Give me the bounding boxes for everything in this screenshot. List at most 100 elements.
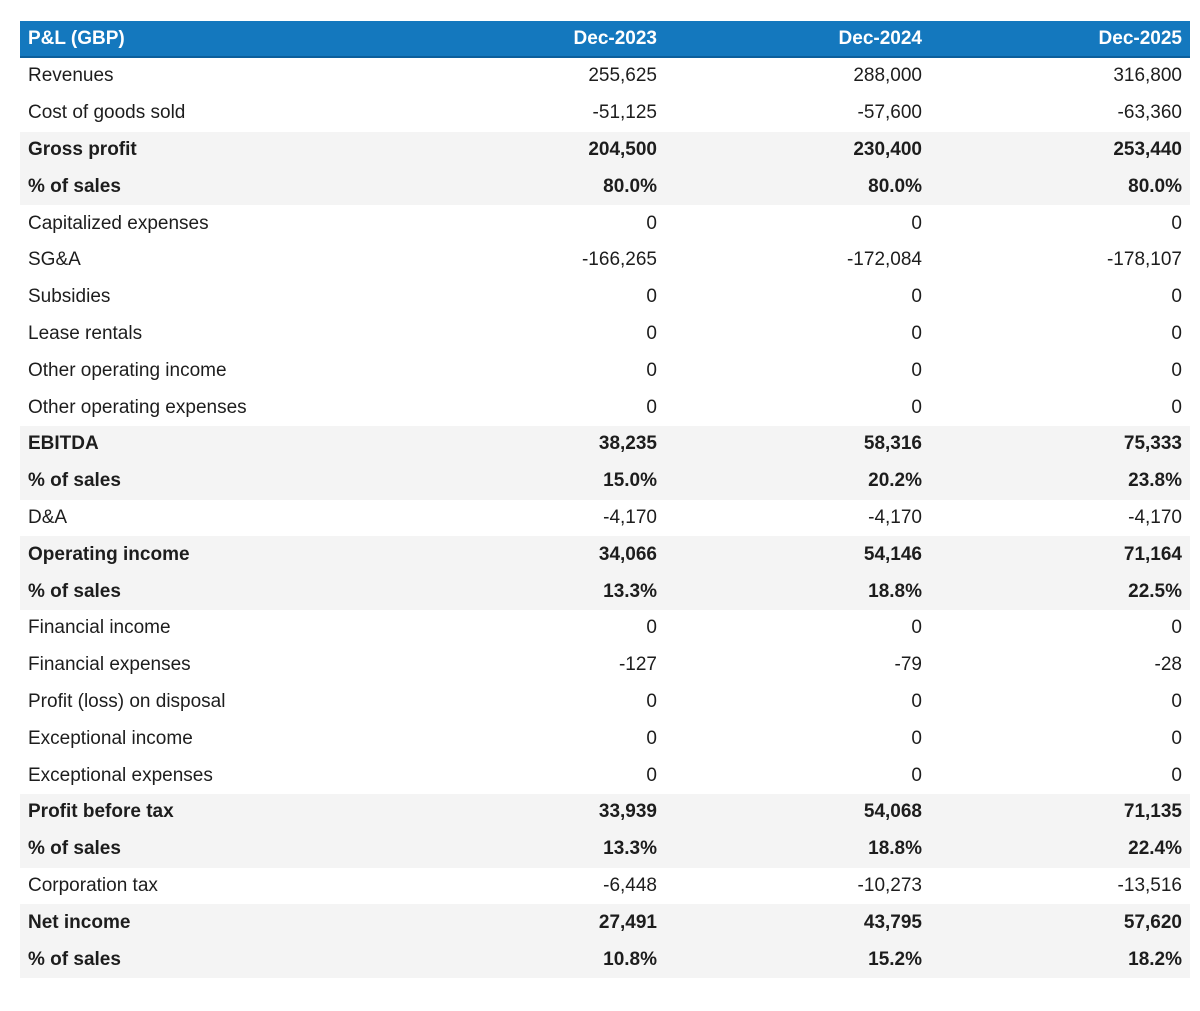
header-title-cell: P&L (GBP) <box>20 21 400 58</box>
row-label: Financial income <box>28 617 171 639</box>
row-value: 20.2% <box>868 470 922 492</box>
row-value: 253,440 <box>1113 138 1182 160</box>
row-value: 43,795 <box>863 911 922 933</box>
table-row: % of sales 13.3% 18.8% 22.4% <box>20 830 1190 868</box>
row-value: 0 <box>911 764 922 786</box>
table-row: Revenues 255,625 288,000 316,800 <box>20 57 1190 95</box>
row-value: 0 <box>911 727 922 749</box>
row-value: 38,235 <box>598 433 657 455</box>
table-row: Other operating income 0 0 0 <box>20 352 1190 389</box>
row-label: % of sales <box>28 580 121 602</box>
table-row: Cost of goods sold -51,125 -57,600 -63,360 <box>20 95 1190 132</box>
row-value: 316,800 <box>1113 65 1182 87</box>
row-value: 58,316 <box>863 433 922 455</box>
row-value: -166,265 <box>581 249 657 271</box>
pnl-statement: P&L (GBP) Dec-2023 Dec-2024 Dec-2025 Rev… <box>20 21 1190 978</box>
row-value: -10,273 <box>857 874 922 896</box>
row-label: % of sales <box>28 175 121 197</box>
table-row: SG&A -166,265 -172,084 -178,107 <box>20 242 1190 279</box>
row-label: Financial expenses <box>28 654 191 676</box>
row-value: 57,620 <box>1123 911 1182 933</box>
row-value: 0 <box>646 359 657 381</box>
row-value: 80.0% <box>868 175 922 197</box>
row-label: Gross profit <box>28 138 137 160</box>
header-col-dec-2024: Dec-2024 <box>665 21 930 58</box>
row-value: 34,066 <box>598 543 657 565</box>
table-row: EBITDA 38,235 58,316 75,333 <box>20 425 1190 463</box>
row-label: Operating income <box>28 543 190 565</box>
row-value: 0 <box>646 727 657 749</box>
row-value: 80.0% <box>1128 175 1182 197</box>
header-col-dec-2025: Dec-2025 <box>930 21 1190 58</box>
row-value: 230,400 <box>853 138 922 160</box>
row-value: 13.3% <box>603 838 657 860</box>
table-row: Subsidies 0 0 0 <box>20 279 1190 316</box>
table-row: Financial income 0 0 0 <box>20 610 1190 647</box>
row-label: Exceptional expenses <box>28 764 213 786</box>
row-value: -4,170 <box>603 506 657 528</box>
row-label: Cost of goods sold <box>28 102 186 124</box>
row-value: 0 <box>1171 727 1182 749</box>
row-value: 0 <box>646 764 657 786</box>
row-label: EBITDA <box>28 433 99 455</box>
pnl-table-header: P&L (GBP) Dec-2023 Dec-2024 Dec-2025 <box>20 21 1190 58</box>
row-label: Revenues <box>28 65 114 87</box>
row-label: D&A <box>28 506 68 528</box>
row-value: 10.8% <box>603 948 657 970</box>
row-value: 0 <box>911 690 922 712</box>
row-value: 15.0% <box>603 470 657 492</box>
row-value: -6,448 <box>603 874 657 896</box>
row-label: % of sales <box>28 838 121 860</box>
table-row: Other operating expenses 0 0 0 <box>20 389 1190 426</box>
row-value: -51,125 <box>592 102 657 124</box>
row-value: 22.5% <box>1128 580 1182 602</box>
row-value: 0 <box>1171 359 1182 381</box>
table-row: Profit (loss) on disposal 0 0 0 <box>20 684 1190 721</box>
row-value: -172,084 <box>846 249 922 271</box>
row-value: 27,491 <box>598 911 657 933</box>
row-value: 0 <box>646 617 657 639</box>
row-value: 0 <box>911 617 922 639</box>
row-value: 0 <box>646 286 657 308</box>
row-value: -4,170 <box>868 506 922 528</box>
row-value: -178,107 <box>1106 249 1182 271</box>
row-value: 0 <box>911 286 922 308</box>
table-row: Operating income 34,066 54,146 71,164 <box>20 536 1190 574</box>
row-label: Subsidies <box>28 286 111 308</box>
row-label: Profit before tax <box>28 801 174 823</box>
row-value: -57,600 <box>857 102 922 124</box>
row-value: 23.8% <box>1128 470 1182 492</box>
row-value: 18.8% <box>868 580 922 602</box>
row-value: 15.2% <box>868 948 922 970</box>
row-label: Capitalized expenses <box>28 212 209 234</box>
row-label: % of sales <box>28 470 121 492</box>
header-col-dec-2023: Dec-2023 <box>400 21 665 58</box>
row-value: 54,146 <box>863 543 922 565</box>
row-value: 0 <box>646 396 657 418</box>
row-label: Net income <box>28 911 131 933</box>
row-value: 0 <box>1171 286 1182 308</box>
row-value: 0 <box>646 690 657 712</box>
table-row: Profit before tax 33,939 54,068 71,135 <box>20 793 1190 831</box>
table-row: D&A -4,170 -4,170 -4,170 <box>20 500 1190 537</box>
row-value: 0 <box>911 396 922 418</box>
row-value: -28 <box>1154 654 1182 676</box>
row-label: SG&A <box>28 249 81 271</box>
row-value: 0 <box>911 212 922 234</box>
row-label: Exceptional income <box>28 727 193 749</box>
row-value: 204,500 <box>588 138 657 160</box>
row-label: Other operating income <box>28 359 227 381</box>
table-row: % of sales 10.8% 15.2% 18.2% <box>20 941 1190 978</box>
row-value: 255,625 <box>588 65 657 87</box>
row-value: 75,333 <box>1123 433 1182 455</box>
row-value: 13.3% <box>603 580 657 602</box>
row-value: 71,135 <box>1123 801 1182 823</box>
row-value: -4,170 <box>1128 506 1182 528</box>
row-label: Corporation tax <box>28 874 158 896</box>
table-row: % of sales 80.0% 80.0% 80.0% <box>20 168 1190 206</box>
row-value: -79 <box>894 654 922 676</box>
table-row: % of sales 15.0% 20.2% 23.8% <box>20 462 1190 500</box>
table-row: % of sales 13.3% 18.8% 22.5% <box>20 573 1190 610</box>
row-value: 0 <box>646 212 657 234</box>
row-value: 0 <box>1171 212 1182 234</box>
